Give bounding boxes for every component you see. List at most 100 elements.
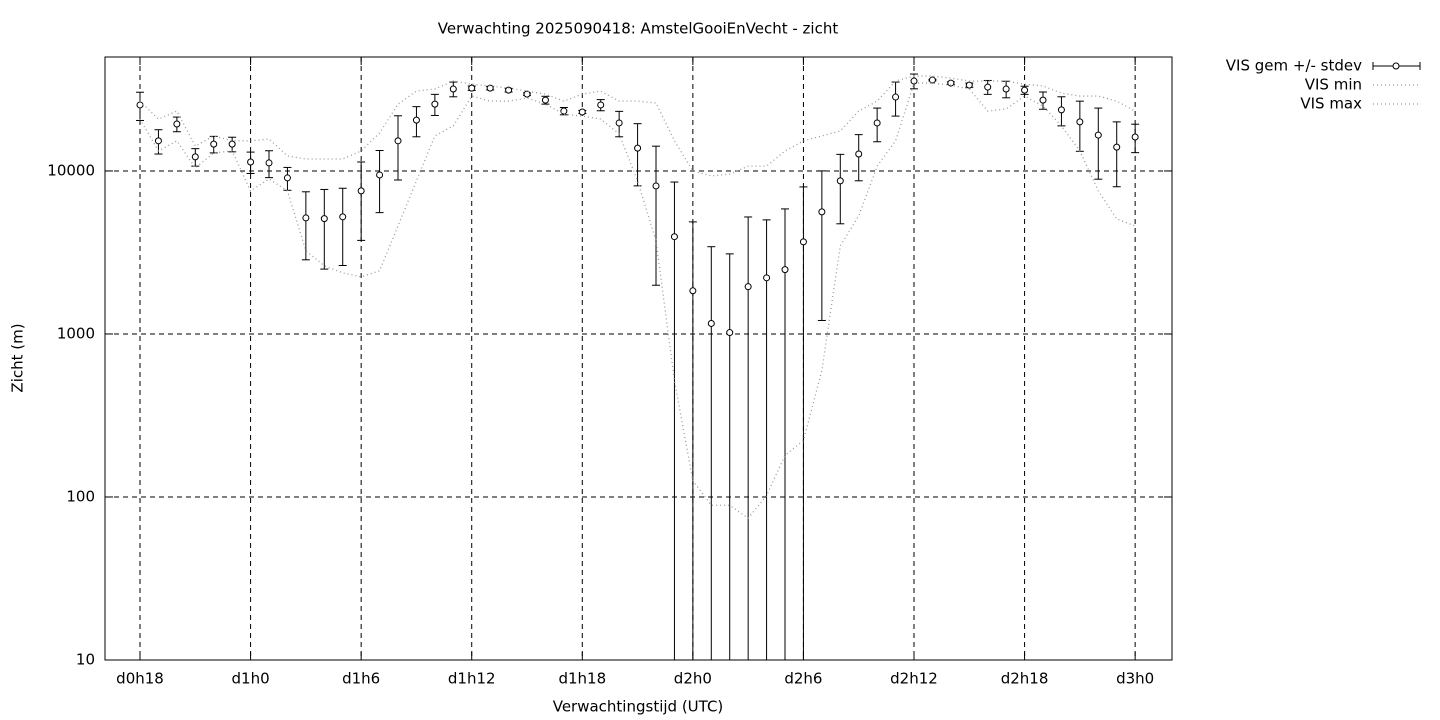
error-bar (817, 170, 826, 321)
mean-point (1131, 133, 1139, 141)
mean-point (578, 108, 586, 116)
mean-point (670, 233, 678, 241)
mean-point (799, 238, 807, 246)
mean-point (1021, 86, 1029, 94)
mean-point (468, 84, 476, 92)
mean-point (449, 85, 457, 93)
mean-point (320, 215, 328, 223)
mean-point (781, 266, 789, 274)
mean-point (892, 93, 900, 101)
min-max-line (139, 75, 1136, 177)
mean-point (210, 140, 218, 148)
x-tick-label: d1h18 (558, 670, 606, 688)
mean-point (191, 153, 199, 161)
chart-title: Verwachting 2025090418: AmstelGooiEnVech… (438, 20, 839, 38)
error-bar (375, 149, 384, 214)
mean-point (486, 84, 494, 92)
mean-point (1113, 143, 1121, 151)
x-tick-label: d2h6 (784, 670, 822, 688)
mean-point (763, 274, 771, 282)
mean-point (247, 158, 255, 166)
error-bar (781, 208, 790, 660)
error-bar (725, 253, 734, 660)
error-bar (652, 145, 661, 286)
error-bar (1075, 100, 1084, 152)
mean-point (652, 182, 660, 190)
mean-point (1094, 131, 1102, 139)
error-bar (707, 246, 716, 660)
mean-point (965, 81, 973, 89)
mean-point (339, 213, 347, 221)
mean-point (412, 116, 420, 124)
x-tick-label: d2h0 (674, 670, 712, 688)
error-bar (688, 221, 697, 660)
error-bar (670, 181, 679, 660)
y-axis-label: Zicht (m) (9, 323, 27, 392)
mean-point (302, 214, 310, 222)
error-bar (357, 161, 366, 241)
mean-point (283, 174, 291, 182)
legend-label: VIS gem +/- stdev (1226, 57, 1362, 75)
y-tick-label: 10000 (47, 161, 95, 179)
legend-label: VIS min (1305, 76, 1362, 94)
legend-swatch (1392, 62, 1400, 70)
mean-point (634, 144, 642, 152)
mean-point (689, 287, 697, 295)
mean-point (744, 283, 752, 291)
x-tick-label: d1h0 (232, 670, 270, 688)
mean-point (523, 90, 531, 98)
x-axis-label: Verwachtingstijd (UTC) (553, 698, 724, 716)
mean-point (836, 177, 844, 185)
x-tick-label: d1h6 (342, 670, 380, 688)
mean-point (560, 107, 568, 115)
legend-label: VIS max (1300, 95, 1362, 113)
error-bar (633, 123, 642, 187)
mean-point (1002, 85, 1010, 93)
mean-point (615, 119, 623, 127)
mean-point (394, 137, 402, 145)
y-tick-label: 10 (76, 651, 95, 669)
x-tick-label: d2h18 (1001, 670, 1049, 688)
mean-point (597, 101, 605, 109)
mean-point (173, 120, 181, 128)
x-tick-label: d2h12 (890, 670, 938, 688)
error-bar (301, 191, 310, 261)
mean-point (855, 150, 863, 158)
mean-point (818, 208, 826, 216)
mean-point (1076, 118, 1084, 126)
mean-point (541, 96, 549, 104)
mean-point (726, 329, 734, 337)
x-tick-label: d3h0 (1116, 670, 1154, 688)
x-tick-label: d1h12 (448, 670, 496, 688)
mean-point (947, 79, 955, 87)
mean-point (376, 171, 384, 179)
mean-point (873, 119, 881, 127)
error-bar (836, 153, 845, 225)
mean-point (228, 140, 236, 148)
x-tick-label: d0h18 (116, 670, 164, 688)
mean-point (505, 86, 513, 94)
error-bar (394, 115, 403, 181)
error-bar (762, 219, 771, 660)
mean-point (265, 159, 273, 167)
mean-point (1039, 96, 1047, 104)
mean-point (984, 83, 992, 91)
error-bar (744, 216, 753, 660)
mean-point (136, 101, 144, 109)
mean-point (357, 187, 365, 195)
mean-point (928, 76, 936, 84)
mean-point (910, 77, 918, 85)
error-bar (338, 187, 347, 267)
mean-point (431, 100, 439, 108)
error-bar (799, 186, 808, 660)
mean-point (707, 319, 715, 327)
y-tick-label: 1000 (57, 324, 95, 342)
y-tick-label: 100 (66, 487, 95, 505)
error-bar (1112, 121, 1121, 188)
error-bar (1094, 107, 1103, 180)
mean-point (154, 137, 162, 145)
error-bar (320, 188, 329, 270)
mean-point (1057, 106, 1065, 114)
